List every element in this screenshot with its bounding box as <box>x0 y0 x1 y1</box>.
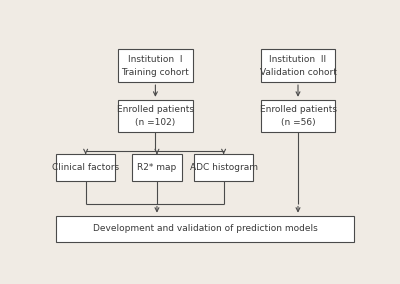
Text: ADC histogram: ADC histogram <box>190 163 258 172</box>
Text: R2* map: R2* map <box>137 163 176 172</box>
Text: Development and validation of prediction models: Development and validation of prediction… <box>93 224 317 233</box>
Bar <box>56 154 115 181</box>
Bar <box>118 49 193 82</box>
Bar <box>118 100 193 132</box>
Bar <box>194 154 253 181</box>
Text: Institution  I
Training cohort: Institution I Training cohort <box>122 55 189 77</box>
Text: Enrolled patients
(n =102): Enrolled patients (n =102) <box>117 105 194 127</box>
Text: Institution  II
Validation cohort: Institution II Validation cohort <box>260 55 336 77</box>
Bar <box>261 100 335 132</box>
Text: Clinical factors: Clinical factors <box>52 163 119 172</box>
Bar <box>132 154 182 181</box>
Text: Enrolled patients
(n =56): Enrolled patients (n =56) <box>260 105 336 127</box>
Bar <box>56 216 354 242</box>
Bar <box>261 49 335 82</box>
